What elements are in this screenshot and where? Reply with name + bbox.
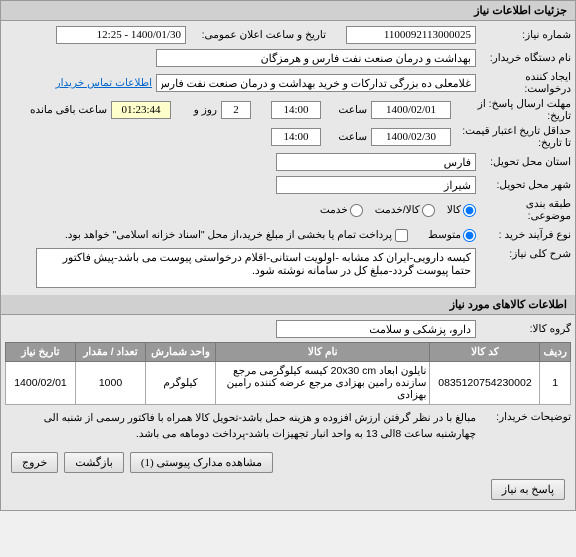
goods-table: ردیف کد کالا نام کالا واحد شمارش تعداد /… (5, 342, 571, 405)
col-row: ردیف (540, 343, 571, 362)
countdown-field (111, 101, 171, 119)
section-header-details: جزئیات اطلاعات نیاز (1, 1, 575, 21)
desc-label: شرح کلی نیاز: (476, 248, 571, 260)
contact-info-link[interactable]: اطلاعات تماس خریدار (56, 77, 152, 89)
buyer-field (156, 49, 476, 67)
grouping-label: طبقه بندی موضوعی: (476, 198, 571, 222)
valid-deadline-date (371, 128, 451, 146)
radio-service[interactable]: خدمت (320, 204, 363, 217)
send-deadline-date (371, 101, 451, 119)
send-deadline-time (271, 101, 321, 119)
desc-field (36, 248, 476, 288)
creator-label: ایجاد کننده درخواست: (476, 71, 571, 95)
col-code: کد کالا (430, 343, 540, 362)
payment-checkbox[interactable]: پرداخت تمام یا بخشی از مبلغ خرید،از محل … (65, 229, 408, 242)
province-label: استان محل تحویل: (476, 156, 571, 168)
announce-date-field (56, 26, 186, 44)
table-row: 1 0835120754230002 نایلون ابعاد 20x30 cm… (6, 362, 571, 405)
province-field (276, 153, 476, 171)
col-name: نام کالا (216, 343, 430, 362)
radio-medium[interactable]: متوسط (428, 229, 476, 242)
day-and-label: روز و (171, 104, 221, 116)
radio-goods-service[interactable]: کالا/خدمت (375, 204, 435, 217)
col-qty: تعداد / مقدار (76, 343, 146, 362)
goods-group-label: گروه کالا: (476, 323, 571, 335)
attachments-button[interactable]: مشاهده مدارک پیوستی (1) (130, 452, 273, 473)
buy-type-label: نوع فرآیند خرید : (476, 229, 571, 241)
send-deadline-label: مهلت ارسال پاسخ: از تاریخ: (451, 98, 571, 122)
need-number-field (346, 26, 476, 44)
valid-deadline-time (271, 128, 321, 146)
valid-deadline-label: حداقل تاریخ اعتبار قیمت: تا تاریخ: (451, 125, 571, 149)
remain-label: ساعت باقی مانده (30, 104, 111, 116)
buyer-label: نام دستگاه خریدار: (476, 52, 571, 64)
hour-label-2: ساعت (321, 131, 371, 143)
hour-label-1: ساعت (321, 104, 371, 116)
buyer-note-label: توضیحات خریدار: (476, 411, 571, 423)
creator-field (156, 74, 476, 92)
announce-date-label: تاریخ و ساعت اعلان عمومی: (186, 29, 326, 41)
days-field (221, 101, 251, 119)
city-label: شهر محل تحویل: (476, 179, 571, 191)
goods-group-field (276, 320, 476, 338)
back-button[interactable]: بازگشت (64, 452, 124, 473)
city-field (276, 176, 476, 194)
need-number-label: شماره نیاز: (476, 29, 571, 41)
reply-button[interactable]: پاسخ به نیاز (491, 479, 565, 500)
col-date: تاریخ نیاز (6, 343, 76, 362)
buyer-note-text: مبالغ با در نظر گرفتن ارزش افزوده و هزین… (5, 411, 476, 443)
exit-button[interactable]: خروج (11, 452, 58, 473)
radio-goods[interactable]: کالا (447, 204, 476, 217)
section-header-goods: اطلاعات کالاهای مورد نیاز (1, 295, 575, 315)
col-unit: واحد شمارش (146, 343, 216, 362)
